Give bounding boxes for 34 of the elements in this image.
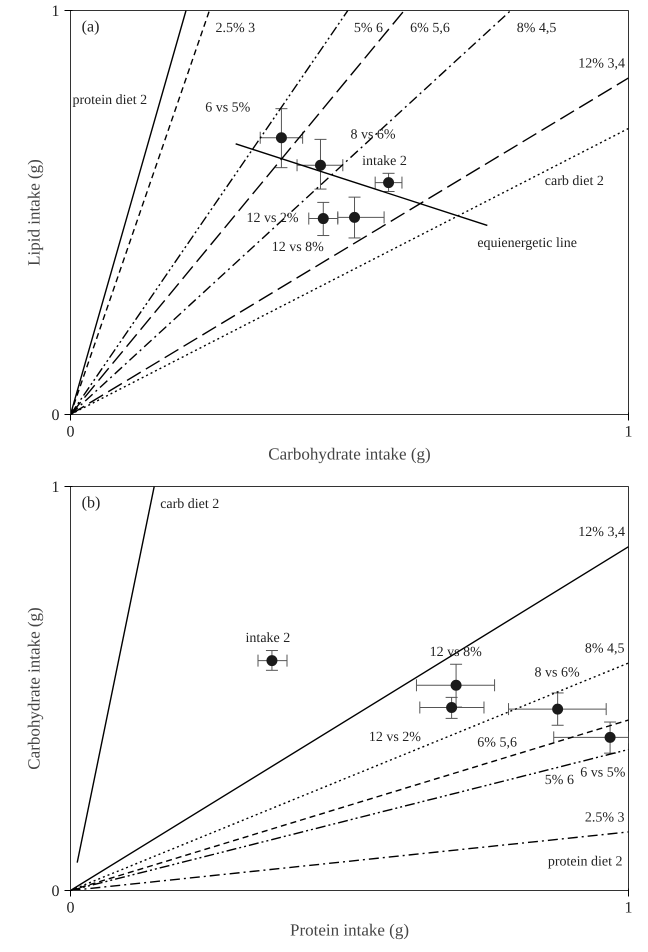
- y-tick-label: 1: [52, 3, 60, 20]
- annotation: 12 vs 2%: [246, 211, 299, 226]
- annotation: 12 vs 2%: [368, 730, 422, 745]
- series-label: 12% 3,4: [578, 525, 625, 540]
- series-label: carb diet 2: [160, 497, 220, 512]
- series-label: 2.5% 3: [215, 21, 256, 36]
- series-label: protein diet 2: [72, 93, 148, 108]
- annotation: 6 vs 5%: [205, 100, 251, 116]
- series-label: 5% 6: [354, 21, 383, 36]
- y-tick-label: 0: [52, 407, 60, 424]
- y-tick-label: 0: [52, 883, 60, 900]
- series-label: 2.5% 3: [584, 810, 625, 826]
- x-axis-title: Carbohydrate intake (g): [268, 444, 431, 464]
- annotation: protein diet 2: [548, 854, 623, 870]
- series-label: 6% 5,6: [410, 21, 450, 36]
- series-label: 5% 6: [544, 773, 574, 788]
- annotation: intake 2: [362, 154, 407, 169]
- series-label: 8% 4,5: [584, 642, 625, 657]
- annotation: 8 vs 6%: [350, 128, 396, 143]
- annotation: 12 vs 8%: [272, 240, 324, 255]
- annotation: 6 vs 5%: [580, 766, 626, 781]
- series-label: 6% 5,6: [477, 736, 517, 751]
- series-label: carb diet 2: [544, 174, 604, 189]
- text: (b): [82, 494, 100, 512]
- text: (a): [82, 18, 100, 36]
- series-label: 12% 3,4: [578, 56, 625, 72]
- y-tick-label: 1: [52, 479, 60, 496]
- annotation: 8 vs 6%: [534, 665, 580, 680]
- annotation: intake 2: [246, 631, 290, 646]
- series-label: equienergetic line: [477, 236, 577, 251]
- series-label: 8% 4,5: [516, 21, 556, 36]
- x-axis-title: Protein intake (g): [290, 920, 409, 940]
- y-axis-title: Lipid intake (g): [24, 159, 44, 266]
- y-axis-title: Carbohydrate intake (g): [24, 607, 44, 770]
